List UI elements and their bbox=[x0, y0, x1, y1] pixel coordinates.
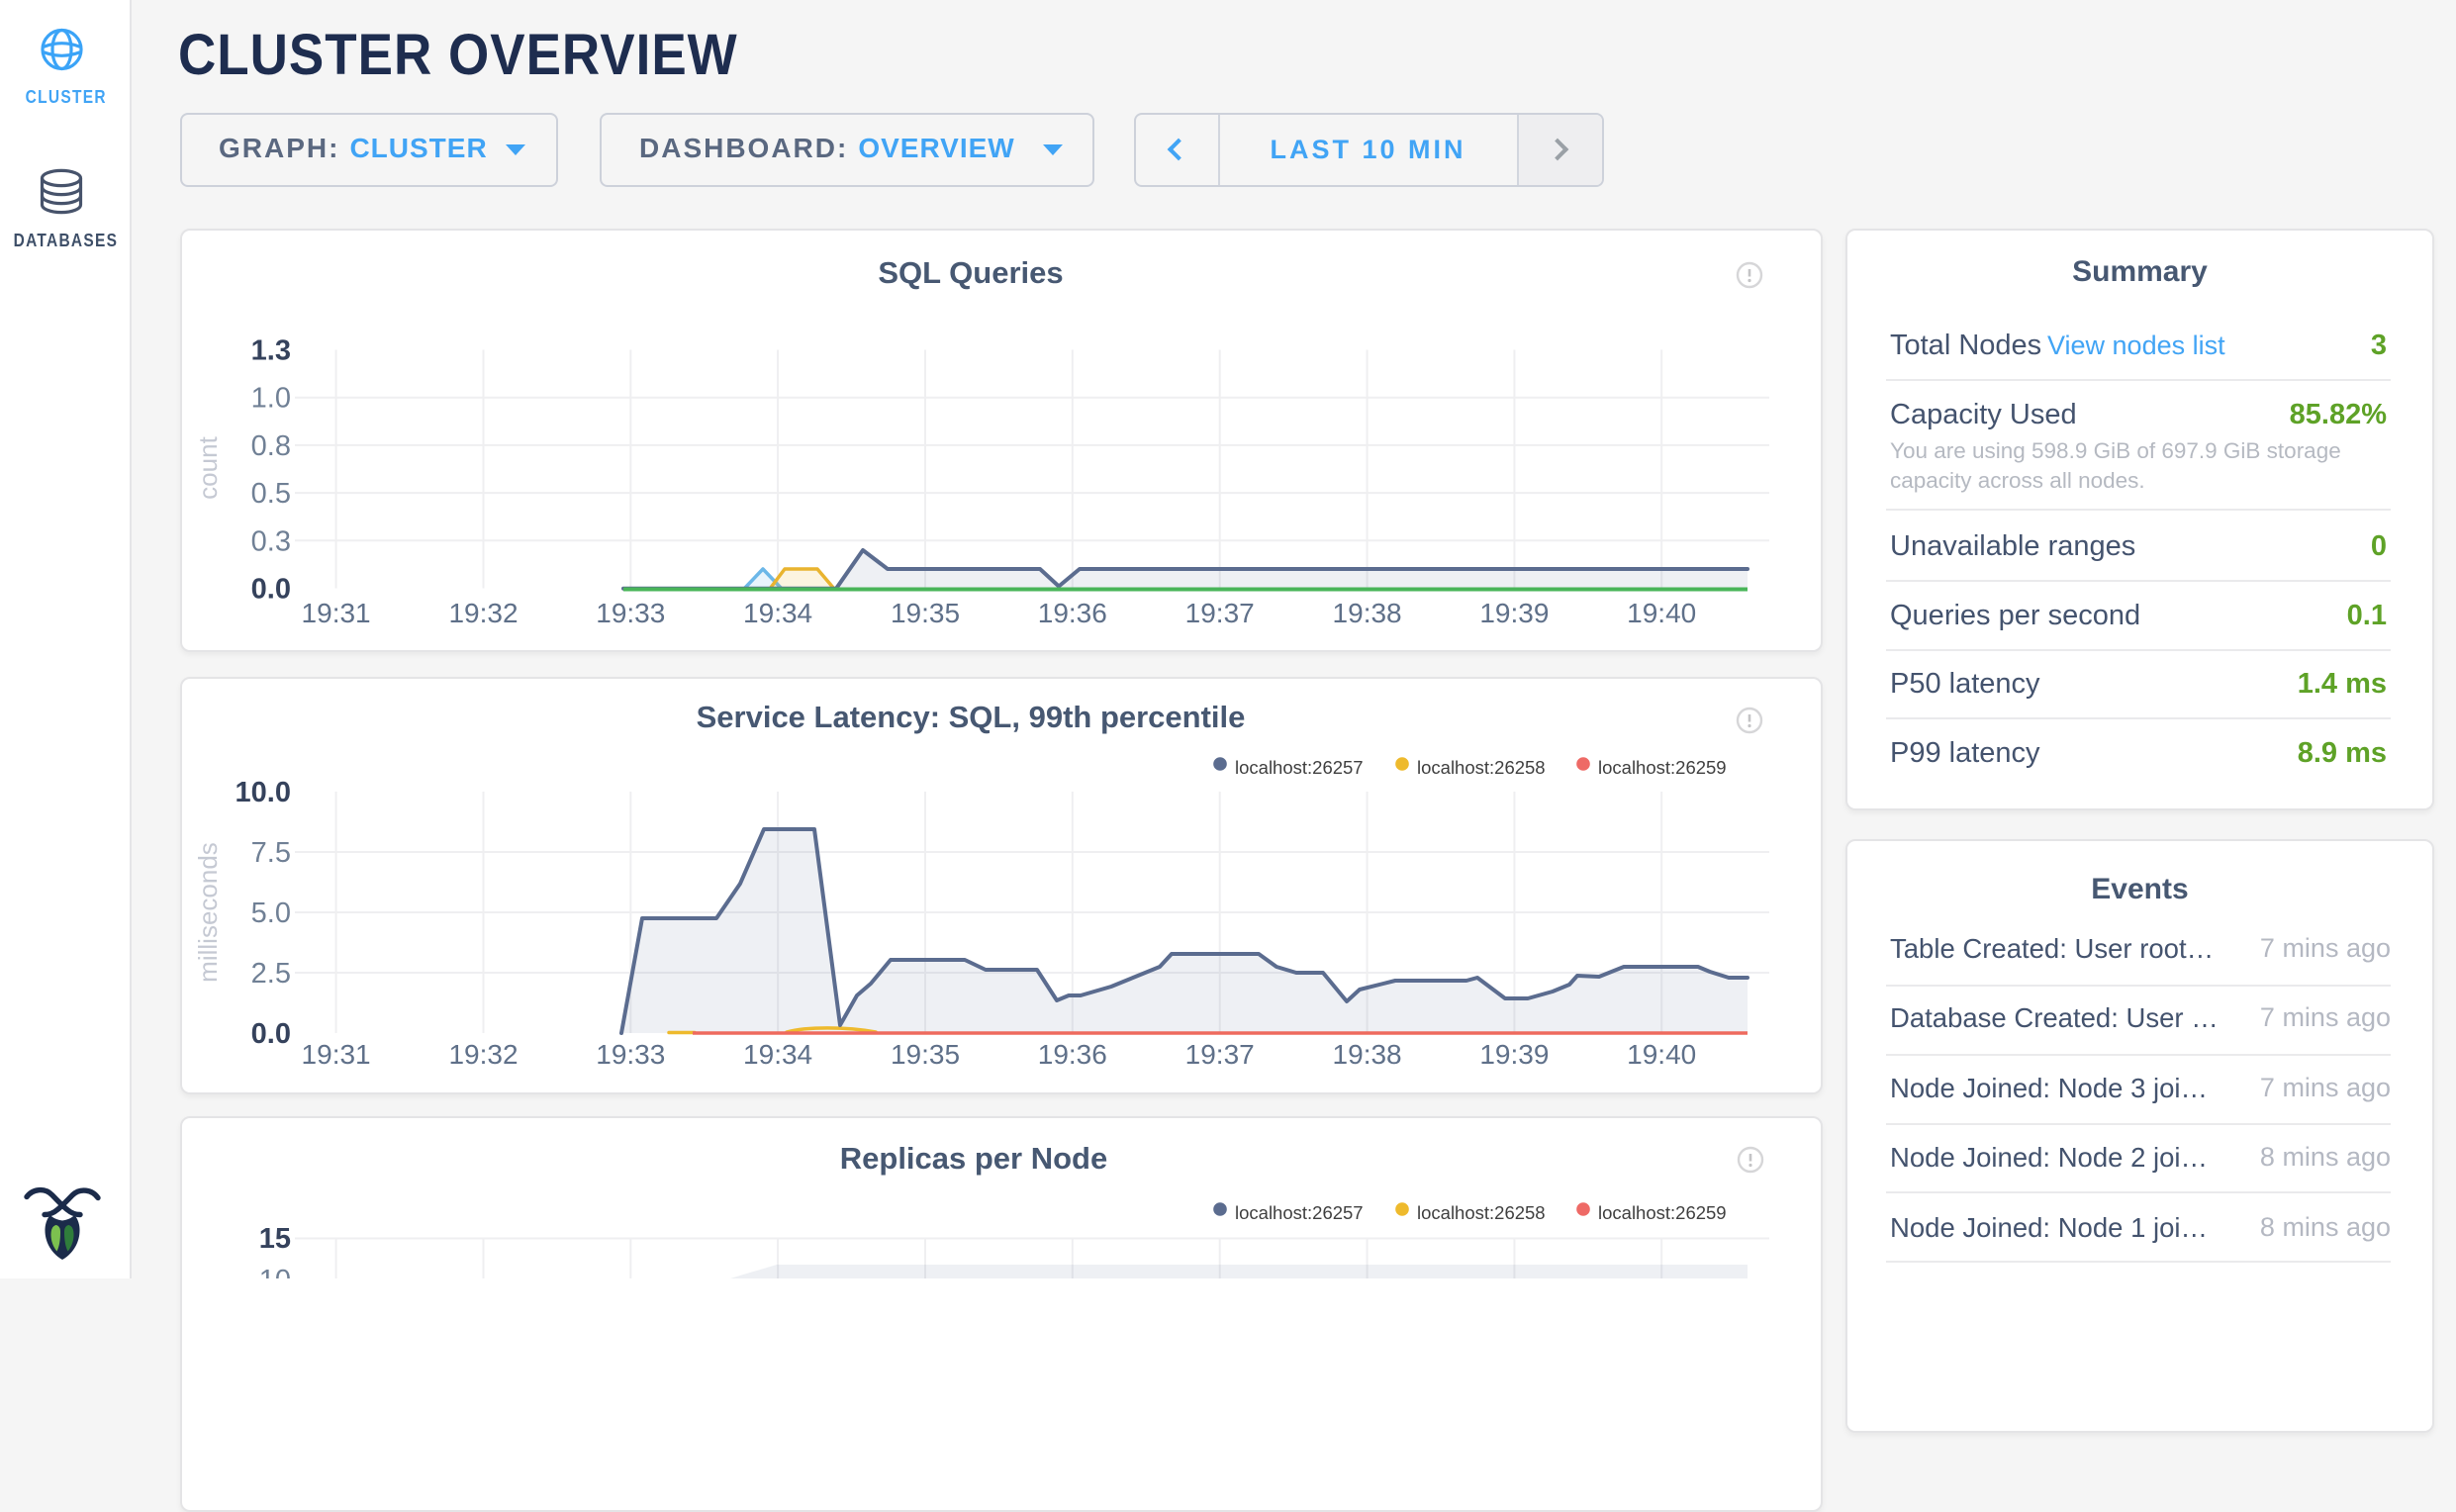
svg-text:19:40: 19:40 bbox=[1627, 598, 1696, 628]
svg-text:19:39: 19:39 bbox=[1479, 598, 1549, 628]
svg-text:localhost:26259: localhost:26259 bbox=[1598, 757, 1727, 778]
svg-text:SQL Queries: SQL Queries bbox=[878, 255, 1063, 290]
svg-text:19:33: 19:33 bbox=[596, 598, 665, 628]
svg-text:7.5: 7.5 bbox=[251, 837, 291, 869]
svg-text:2.5: 2.5 bbox=[251, 958, 291, 990]
svg-text:Replicas per Node: Replicas per Node bbox=[840, 1141, 1107, 1176]
svg-text:19:35: 19:35 bbox=[891, 598, 960, 628]
svg-text:19:37: 19:37 bbox=[1185, 598, 1255, 628]
svg-text:19:31: 19:31 bbox=[302, 598, 371, 628]
svg-text:19:36: 19:36 bbox=[1038, 1039, 1107, 1070]
svg-text:15: 15 bbox=[259, 1223, 291, 1255]
svg-text:count: count bbox=[193, 435, 223, 499]
svg-text:19:36: 19:36 bbox=[1038, 598, 1107, 628]
svg-text:0.3: 0.3 bbox=[251, 525, 291, 557]
svg-text:19:34: 19:34 bbox=[743, 598, 812, 628]
svg-text:Service Latency: SQL, 99th per: Service Latency: SQL, 99th percentile bbox=[697, 700, 1246, 734]
svg-text:19:32: 19:32 bbox=[448, 1039, 518, 1070]
svg-text:10.0: 10.0 bbox=[236, 777, 291, 808]
svg-text:19:37: 19:37 bbox=[1185, 1039, 1255, 1070]
svg-text:localhost:26257: localhost:26257 bbox=[1235, 1202, 1364, 1223]
svg-text:localhost:26259: localhost:26259 bbox=[1598, 1202, 1727, 1223]
svg-text:19:38: 19:38 bbox=[1333, 598, 1402, 628]
svg-text:1.0: 1.0 bbox=[251, 383, 291, 415]
svg-text:5.0: 5.0 bbox=[251, 898, 291, 929]
svg-text:0.5: 0.5 bbox=[251, 478, 291, 510]
svg-text:19:32: 19:32 bbox=[448, 598, 518, 628]
svg-text:19:39: 19:39 bbox=[1479, 1039, 1549, 1070]
svg-text:localhost:26258: localhost:26258 bbox=[1417, 757, 1546, 778]
svg-text:1.3: 1.3 bbox=[251, 335, 291, 367]
svg-text:0.0: 0.0 bbox=[251, 1018, 291, 1050]
svg-text:localhost:26258: localhost:26258 bbox=[1417, 1202, 1546, 1223]
svg-text:19:33: 19:33 bbox=[596, 1039, 665, 1070]
svg-text:localhost:26257: localhost:26257 bbox=[1235, 757, 1364, 778]
svg-text:19:34: 19:34 bbox=[743, 1039, 812, 1070]
svg-text:19:31: 19:31 bbox=[302, 1039, 371, 1070]
svg-text:10: 10 bbox=[259, 1265, 291, 1278]
svg-text:19:40: 19:40 bbox=[1627, 1039, 1696, 1070]
svg-text:19:38: 19:38 bbox=[1333, 1039, 1402, 1070]
svg-text:19:35: 19:35 bbox=[891, 1039, 960, 1070]
svg-text:milliseconds: milliseconds bbox=[193, 842, 223, 983]
svg-text:0.0: 0.0 bbox=[251, 574, 291, 606]
svg-text:0.8: 0.8 bbox=[251, 430, 291, 462]
